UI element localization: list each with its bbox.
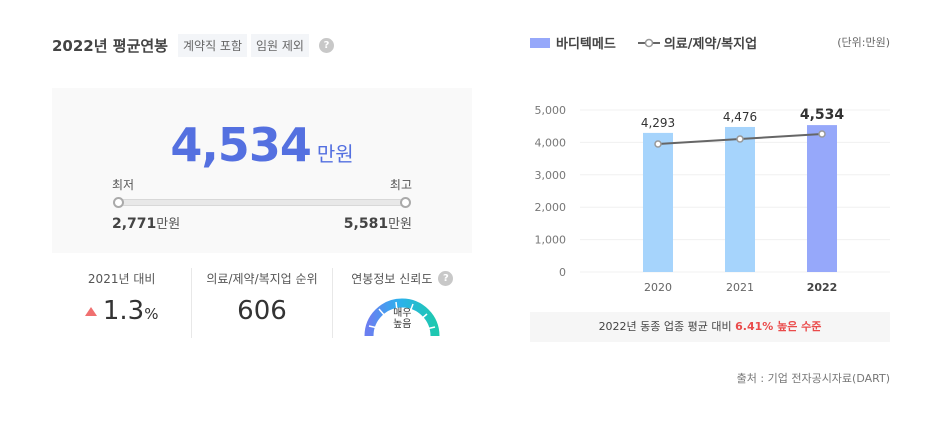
question-icon[interactable]: ? (438, 270, 454, 286)
comparison-highlight: 6.41% 높은 수준 (735, 320, 822, 333)
max-salary-value: 5,581 (343, 216, 389, 232)
min-salary-value: 2,771 (112, 216, 157, 232)
unit-note: (단위:만원) (837, 36, 890, 49)
svg-text:1,000: 1,000 (535, 234, 567, 247)
stat-rank-value: 606 (237, 296, 287, 326)
range-max-marker (400, 197, 411, 208)
stat-reliability-label: 연봉정보 신뢰도 (351, 271, 433, 286)
stat-yoy: 2021년 대비 1.3% (52, 268, 193, 338)
svg-text:4,000: 4,000 (535, 136, 567, 149)
max-label: 최고 (389, 178, 412, 192)
legend-bar-swatch-icon (530, 37, 550, 48)
stat-reliability: 연봉정보 신뢰도? (333, 268, 472, 338)
legend-industry: 의료/제약/복지업 (663, 37, 758, 52)
up-triangle-icon (84, 307, 97, 316)
legend-company: 바디텍메드 (556, 37, 616, 52)
legend-line-marker-icon (637, 38, 660, 48)
svg-text:2,000: 2,000 (535, 201, 567, 214)
salary-range-bar (118, 199, 406, 206)
page-title: 2022년 평균연봉 (52, 37, 168, 55)
average-salary: 4,534 만원 (52, 118, 472, 172)
stats-row: 2021년 대비 1.3% 의료/제약/복지업 순위 606 연봉정보 신뢰도? (52, 268, 472, 338)
max-salary-unit: 만원 (388, 217, 412, 232)
range-min-marker (113, 197, 124, 208)
tag-contract-included: 계약직 포함 (177, 34, 247, 57)
min-salary: 2,771만원 (112, 213, 180, 232)
svg-text:0: 0 (559, 266, 566, 279)
chart-legend: 바디텍메드 의료/제약/복지업 (530, 33, 757, 52)
reliability-gauge: 매우 높음 (364, 294, 440, 337)
data-source: 출처 : 기업 전자공시자료(DART) (736, 372, 890, 385)
svg-text:2021: 2021 (726, 281, 754, 294)
min-salary-unit: 만원 (156, 217, 181, 232)
max-salary: 5,581만원 (344, 213, 412, 232)
salary-bar-chart: 0 1,000 2,000 3,000 4,000 5,000 4,293 2020 4,476… (530, 95, 890, 305)
svg-text:2022: 2022 (807, 281, 838, 294)
stat-yoy-label: 2021년 대비 (87, 271, 156, 286)
gauge-arc-icon (364, 298, 440, 337)
average-salary-box: 4,534 만원 최저 최고 2,771만원 5,581만원 (52, 88, 472, 253)
svg-text:5,000: 5,000 (535, 104, 567, 117)
svg-text:4,293: 4,293 (641, 116, 675, 130)
stat-industry-rank: 의료/제약/복지업 순위 606 (192, 268, 333, 338)
average-salary-value: 4,534 (170, 118, 312, 172)
stat-rank-label: 의료/제약/복지업 순위 (206, 271, 318, 286)
svg-text:4,476: 4,476 (723, 110, 757, 124)
svg-text:2020: 2020 (644, 281, 672, 294)
title-row: 2022년 평균연봉 계약직 포함 임원 제외 ? (52, 34, 334, 57)
question-icon[interactable]: ? (318, 38, 334, 53)
tag-executive-excluded: 임원 제외 (251, 34, 309, 57)
svg-text:3,000: 3,000 (535, 169, 567, 182)
svg-text:4,534: 4,534 (800, 107, 845, 123)
gauge-text: 매우 높음 (393, 308, 412, 330)
industry-comparison-note: 2022년 동종 업종 평균 대비 6.41% 높은 수준 (530, 312, 890, 342)
average-salary-unit: 만원 (316, 142, 354, 166)
chart-plot: 0 1,000 2,000 3,000 4,000 5,000 4,293 2020 4,476… (535, 104, 890, 294)
stat-reliability-label-row: 연봉정보 신뢰도? (333, 268, 472, 288)
stat-yoy-value: 1.3% (52, 296, 191, 326)
min-label: 최저 (112, 178, 135, 192)
